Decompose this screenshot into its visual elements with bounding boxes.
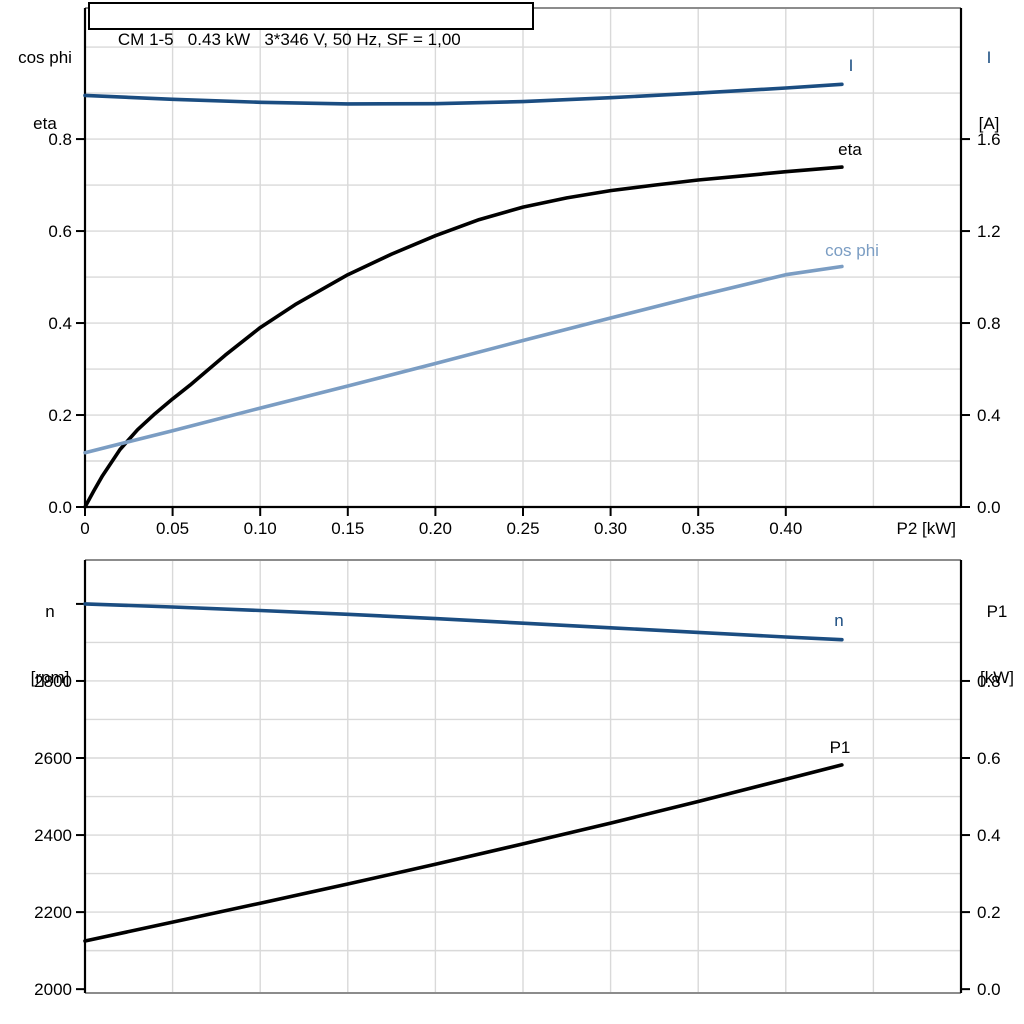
left-tick-label: 0.6 [48,222,72,241]
x-tick-label: 0.05 [156,519,189,538]
x-tick-label: 0.35 [682,519,715,538]
right-tick-label: 1.2 [977,222,1001,241]
left-tick-label: 2000 [34,980,72,999]
right-tick-label: 0.8 [977,672,1001,691]
left-tick-label: 2400 [34,826,72,845]
curve-label-n: n [834,611,844,630]
right-tick-label: 0.8 [977,314,1001,333]
left-tick-label: 0.0 [48,498,72,517]
curve-cos-phi [83,264,844,455]
axis-title-current-unit: [A] [978,114,1000,133]
curve-label-cos-phi: cos phi [825,241,879,260]
bottom-right-axis-title: P1 [kW] [955,557,1024,733]
x-tick-label: 0 [80,519,89,538]
left-tick-label: 0.8 [48,130,72,149]
top-right-axis-title: I [A] [950,3,1024,179]
right-tick-label: 0.2 [977,903,1001,922]
title-box: CM 1-5 0.43 kW 3*346 V, 50 Hz, SF = 1,00 [88,2,534,49]
top-left-axis-title: cos phi eta [5,3,85,179]
axis-title-speed: n [45,602,55,621]
axis-title-cos-phi: cos phi [18,48,72,67]
right-tick-label: 0.4 [977,826,1001,845]
chart-title: CM 1-5 0.43 kW 3*346 V, 50 Hz, SF = 1,00 [117,30,461,49]
x-axis-title: P2 [kW] [896,519,956,538]
axis-title-p1-unit: [kW] [980,668,1014,687]
right-tick-label: 0.0 [977,980,1001,999]
x-tick-label: 0.40 [769,519,802,538]
curve-label-eta: eta [838,140,862,159]
x-tick-label: 0.15 [331,519,364,538]
curve-label-P1: P1 [829,738,851,757]
curve-n [83,602,844,642]
right-tick-label: 0.6 [977,749,1001,768]
left-tick-label: 2800 [34,672,72,691]
axis-title-eta: eta [33,114,57,133]
bottom-left-axis-title: n [rpm] [8,557,92,733]
curve-P1 [83,763,844,943]
curve-label-I: I [848,56,854,75]
axis-title-speed-unit: [rpm] [30,668,70,687]
right-tick-label: 0.4 [977,406,1001,425]
x-tick-label: 0.25 [506,519,539,538]
axis-title-p1: P1 [986,602,1008,621]
axis-title-current: I [986,48,992,67]
x-tick-label: 0.10 [244,519,277,538]
left-tick-label: 0.2 [48,406,72,425]
left-tick-label: 2600 [34,749,72,768]
curve-I [83,82,844,106]
x-tick-label: 0.20 [419,519,452,538]
x-tick-label: 0.30 [594,519,627,538]
right-tick-label: 0.0 [977,498,1001,517]
curve-eta [83,165,844,509]
left-tick-label: 0.4 [48,314,72,333]
right-tick-label: 1.6 [977,130,1001,149]
left-tick-label: 2200 [34,903,72,922]
